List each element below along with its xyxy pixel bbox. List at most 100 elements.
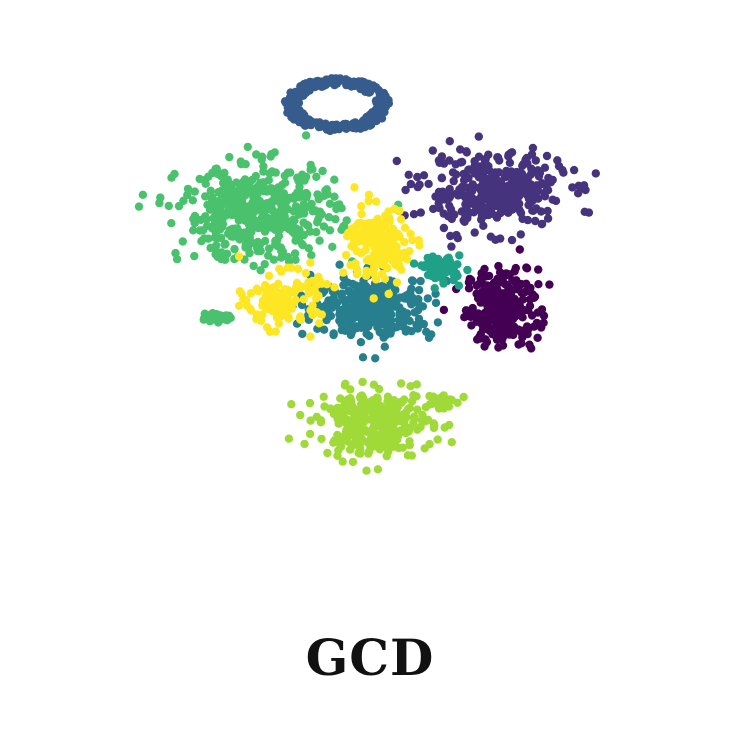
- point-c0: [524, 306, 533, 315]
- point-c5: [164, 201, 173, 211]
- point-c5: [277, 253, 286, 262]
- point-c5: [249, 261, 258, 271]
- point-c1: [392, 156, 401, 166]
- point-c1: [406, 179, 416, 189]
- point-c0: [533, 333, 542, 342]
- point-c9: [349, 226, 358, 235]
- point-c1: [424, 179, 433, 189]
- point-c7: [373, 465, 383, 474]
- point-c1: [507, 235, 517, 245]
- point-c10: [289, 298, 298, 307]
- point-c2: [355, 123, 364, 132]
- point-c1: [439, 223, 449, 233]
- point-c1: [569, 165, 579, 175]
- point-c4: [409, 259, 419, 268]
- point-c3: [335, 260, 344, 269]
- point-c9: [365, 222, 374, 231]
- point-c7: [362, 466, 371, 475]
- point-c5: [342, 216, 351, 225]
- point-c10: [270, 283, 279, 292]
- point-c3: [413, 324, 422, 333]
- point-c9: [383, 217, 392, 227]
- point-c1: [542, 186, 551, 195]
- point-c2: [333, 123, 342, 133]
- point-c9: [414, 236, 423, 245]
- point-c5: [234, 216, 243, 225]
- point-c9: [361, 245, 370, 255]
- point-c5: [330, 175, 339, 184]
- point-c5: [206, 186, 215, 195]
- point-c7: [416, 422, 425, 432]
- point-c0: [479, 295, 489, 304]
- point-c5: [302, 220, 312, 229]
- point-c1: [491, 173, 500, 182]
- point-c10: [284, 312, 293, 322]
- point-c0: [518, 295, 528, 304]
- point-c7: [445, 420, 454, 430]
- point-c7: [305, 398, 315, 408]
- point-c1: [470, 183, 480, 192]
- point-c0: [545, 280, 554, 289]
- point-c5: [257, 152, 267, 161]
- point-c7: [364, 449, 373, 458]
- point-c0: [522, 279, 531, 288]
- point-c9: [380, 274, 390, 283]
- point-c5: [201, 212, 210, 221]
- point-c7: [392, 430, 402, 440]
- point-c1: [510, 195, 519, 205]
- point-c3: [359, 316, 368, 325]
- point-c7: [357, 391, 367, 400]
- point-c10: [317, 310, 326, 319]
- point-c7: [409, 412, 419, 421]
- point-c5: [235, 198, 245, 207]
- point-c7: [396, 379, 406, 388]
- point-c9: [364, 196, 373, 206]
- point-c0: [478, 320, 487, 329]
- point-c1: [527, 184, 536, 194]
- point-c3: [337, 319, 346, 329]
- point-c5: [183, 184, 193, 194]
- point-c5: [325, 199, 335, 208]
- point-c5: [269, 255, 278, 264]
- point-c3: [355, 294, 364, 303]
- point-c1: [437, 173, 446, 182]
- point-c3: [399, 322, 408, 331]
- point-c10: [268, 307, 278, 316]
- point-c6: [214, 312, 223, 321]
- point-c3: [408, 276, 418, 286]
- point-c10: [290, 287, 299, 297]
- point-c1: [509, 176, 518, 186]
- point-c1: [416, 208, 425, 217]
- point-c0: [534, 265, 543, 274]
- point-c0: [525, 295, 535, 304]
- point-c2: [291, 105, 300, 115]
- point-c5: [264, 244, 274, 253]
- point-c1: [447, 242, 456, 251]
- point-c9: [357, 209, 366, 219]
- point-c1: [415, 180, 424, 189]
- point-c7: [296, 410, 305, 420]
- point-c6: [222, 315, 231, 325]
- point-c7: [345, 429, 355, 439]
- point-c5: [212, 204, 222, 213]
- point-c10: [242, 295, 251, 305]
- point-c2: [305, 77, 315, 87]
- point-c10: [276, 311, 286, 321]
- point-c0: [490, 297, 500, 306]
- point-c2: [371, 96, 381, 105]
- point-c10: [306, 258, 315, 267]
- point-c3: [352, 324, 361, 333]
- points-layer: [134, 74, 600, 475]
- point-c2: [330, 80, 339, 90]
- point-c9: [370, 235, 379, 244]
- point-c10: [299, 295, 308, 304]
- point-c5: [235, 185, 244, 194]
- point-c0: [517, 288, 526, 297]
- point-c1: [516, 230, 525, 239]
- point-c5: [290, 249, 300, 258]
- point-c5: [275, 187, 284, 196]
- point-c0: [476, 274, 486, 283]
- point-c9: [362, 266, 371, 276]
- point-c7: [306, 416, 315, 425]
- point-c5: [190, 251, 199, 261]
